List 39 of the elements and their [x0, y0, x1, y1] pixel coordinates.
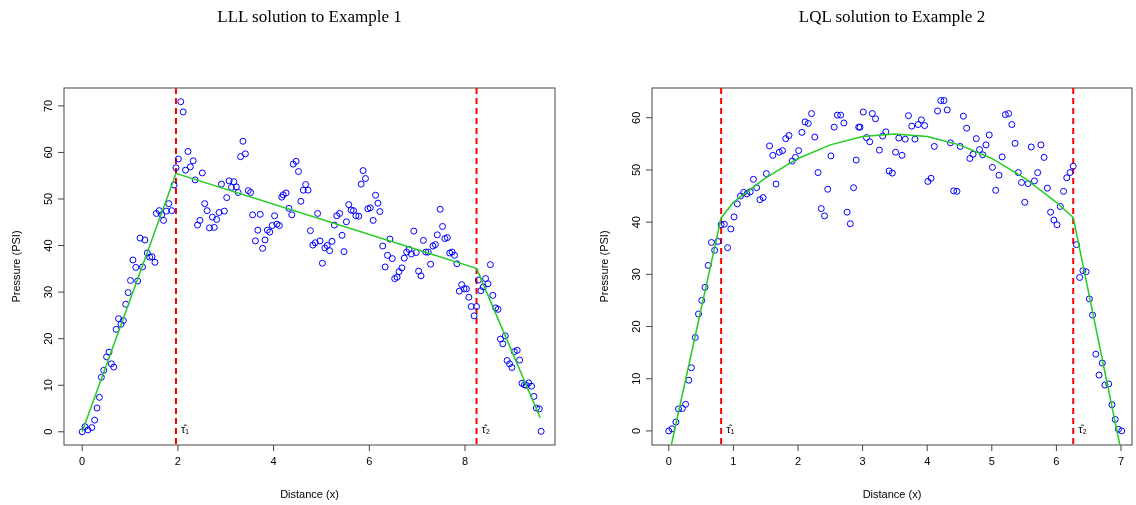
y-tick-label: 40 [630, 216, 642, 229]
ref-line-label: τ̂₁ [180, 423, 190, 435]
x-tick-label: 4 [924, 455, 931, 467]
y-tick-label: 20 [42, 332, 54, 345]
x-tick-label: 6 [1053, 455, 1060, 467]
y-axis-title: Pressure (PSI) [10, 230, 22, 303]
x-axis-title: Distance (x) [862, 488, 922, 500]
x-tick-label: 0 [79, 455, 86, 467]
y-tick-label: 10 [630, 372, 642, 385]
y-tick-label: 20 [630, 320, 642, 333]
y-tick-label: 0 [630, 427, 642, 434]
ref-line-label: τ̂₂ [481, 423, 491, 435]
x-tick-label: 0 [665, 455, 672, 467]
y-tick-label: 60 [630, 111, 642, 124]
y-tick-label: 30 [630, 268, 642, 281]
x-axis-title: Distance (x) [280, 488, 339, 500]
y-tick-label: 40 [42, 239, 54, 252]
chart-title: LLL solution to Example 1 [217, 7, 402, 26]
ref-line-label: τ̂₂ [1078, 423, 1087, 435]
chart-title: LQL solution to Example 2 [798, 7, 986, 26]
x-tick-label: 5 [988, 455, 995, 467]
y-tick-label: 0 [42, 428, 54, 435]
x-tick-label: 6 [366, 455, 373, 467]
y-tick-label: 50 [630, 163, 642, 177]
x-tick-label: 2 [794, 455, 802, 467]
x-tick-label: 8 [461, 455, 469, 467]
x-tick-label: 1 [730, 455, 737, 467]
y-tick-label: 70 [42, 99, 54, 112]
x-tick-label: 7 [1117, 455, 1125, 467]
y-tick-label: 30 [42, 285, 54, 299]
x-tick-label: 3 [859, 455, 866, 467]
x-tick-label: 2 [174, 455, 181, 467]
x-tick-label: 4 [270, 455, 277, 467]
y-axis-title: Pressure (PSI) [598, 230, 610, 303]
ref-line-label: τ̂₁ [726, 423, 735, 435]
line-series [670, 133, 1121, 445]
y-tick-label: 10 [42, 379, 54, 392]
y-tick-label: 50 [42, 192, 54, 206]
y-tick-label: 60 [42, 146, 54, 159]
